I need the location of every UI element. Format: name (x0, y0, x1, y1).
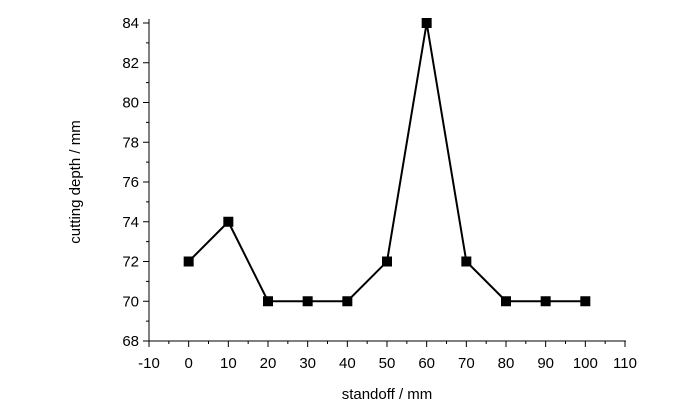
data-point-marker (223, 216, 234, 227)
x-axis-ticks: -10 0 10 20 30 40 50 60 70 80 90 100 110 (138, 341, 637, 372)
x-tick-label: 70 (458, 355, 475, 372)
series-layer (183, 18, 591, 307)
data-point-marker (342, 296, 353, 307)
x-tick-label: 0 (184, 355, 192, 372)
x-tick-label: 50 (379, 355, 396, 372)
y-tick-label: 82 (122, 55, 139, 72)
y-tick-label: 68 (122, 333, 139, 350)
x-tick-label: 60 (418, 355, 435, 372)
x-tick-label: 80 (498, 355, 515, 372)
data-point-marker (540, 296, 551, 307)
data-point-marker (382, 256, 392, 267)
y-axis-title: cutting depth / mm (67, 120, 84, 243)
x-tick-label: -10 (138, 355, 160, 372)
axes (148, 19, 626, 342)
x-tick-label: 40 (339, 355, 356, 372)
data-point-marker (302, 296, 313, 307)
data-point-marker (461, 256, 472, 267)
data-point-marker (421, 18, 432, 28)
y-tick-label: 74 (122, 214, 139, 231)
y-tick-label: 76 (122, 174, 139, 191)
data-point-marker (580, 296, 591, 307)
y-tick-label: 84 (122, 15, 139, 32)
y-tick-label: 78 (122, 134, 139, 151)
y-tick-label: 72 (122, 254, 139, 271)
x-tick-label: 10 (220, 355, 237, 372)
x-tick-label: 20 (260, 355, 277, 372)
data-point-marker (183, 256, 194, 267)
x-tick-label: 90 (537, 355, 554, 372)
x-tick-label: 30 (299, 355, 316, 372)
y-axis-ticks: 68 70 72 74 76 78 80 82 84 (122, 15, 149, 350)
data-point-marker (263, 296, 273, 307)
x-axis-title: standoff / mm (342, 386, 433, 403)
y-tick-label: 80 (122, 95, 139, 112)
y-tick-label: 70 (122, 293, 139, 310)
x-tick-label: 110 (613, 355, 637, 372)
data-point-marker (501, 296, 511, 307)
x-tick-label: 100 (573, 355, 598, 372)
